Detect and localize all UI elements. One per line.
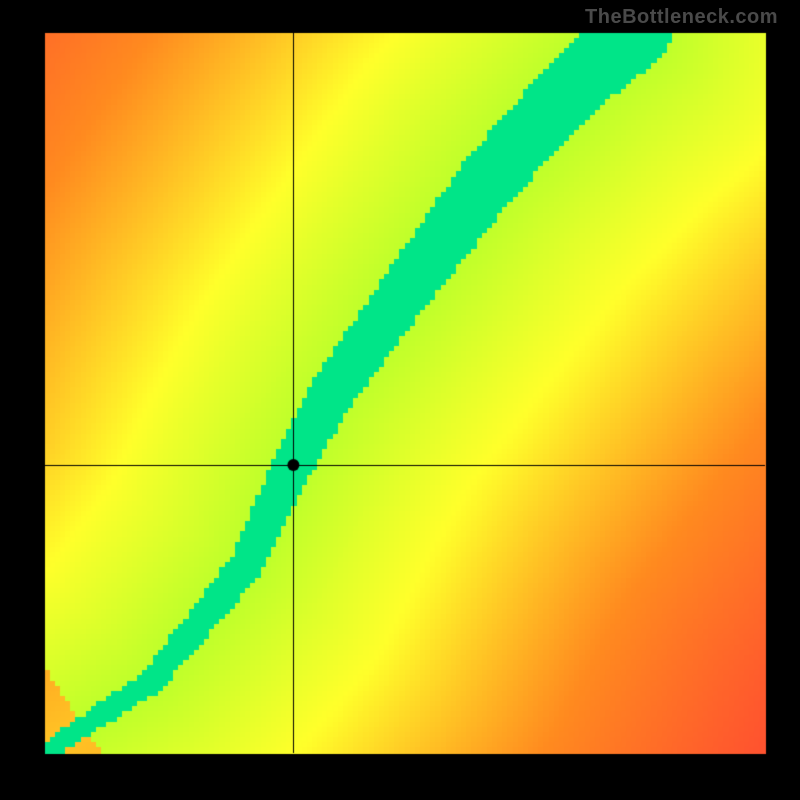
- heatmap-canvas: [0, 0, 800, 800]
- chart-container: TheBottleneck.com: [0, 0, 800, 800]
- heatmap-plot-area: [0, 0, 800, 800]
- watermark-text: TheBottleneck.com: [585, 6, 778, 29]
